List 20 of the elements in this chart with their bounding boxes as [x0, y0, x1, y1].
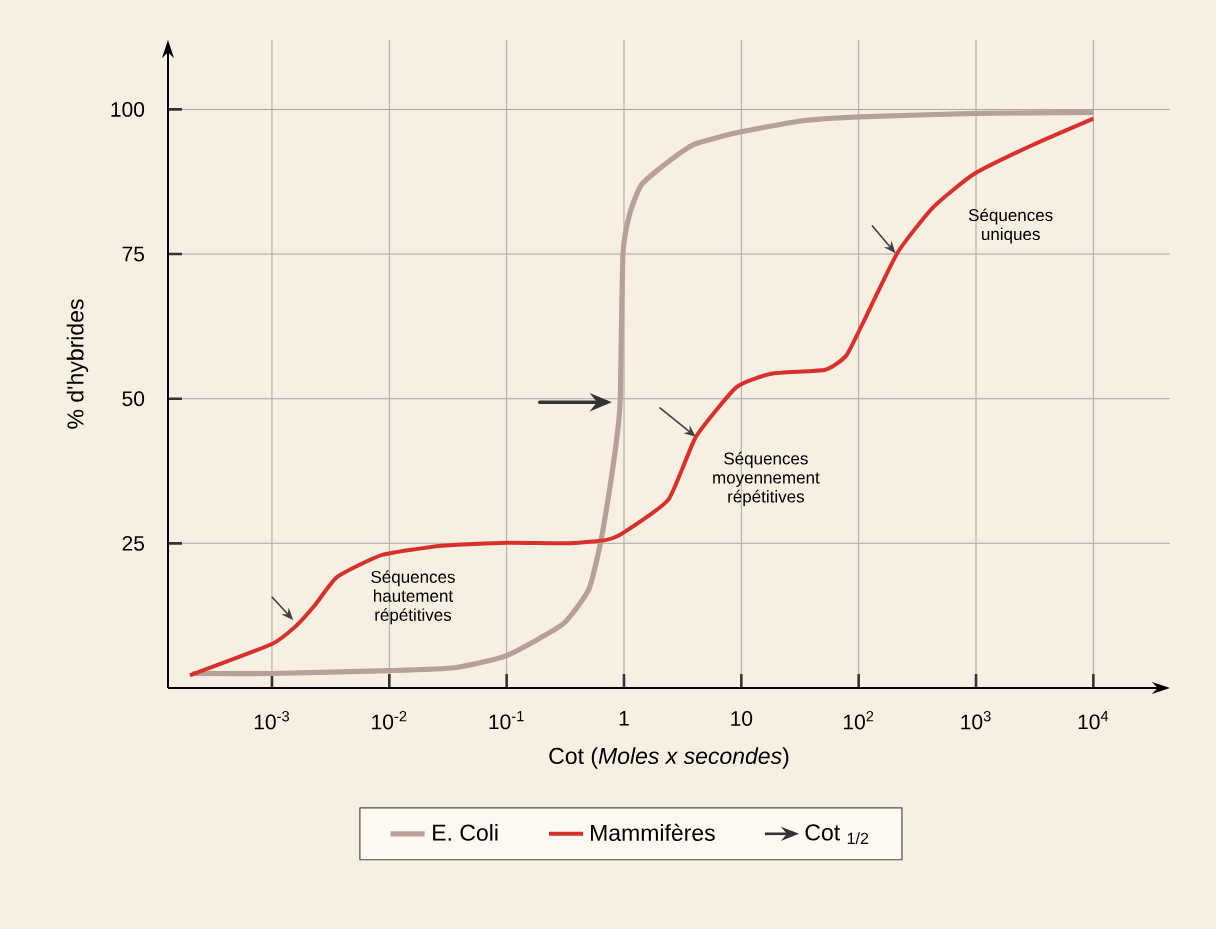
annotation: Séquences moyennement répétitives [713, 451, 820, 506]
y-tick-label: 25 [122, 535, 145, 551]
legend-label: Mammifères [591, 823, 715, 841]
legend-label: E. Coli [433, 823, 498, 841]
x-axis-title: Cot (Moles x secondes) [549, 747, 789, 769]
x-tick-label: 10$^{4}$ [1078, 711, 1109, 730]
x-tick-label: 10$^{3}$ [961, 711, 991, 730]
x-tick-label: 10$^{-1}$ [489, 711, 524, 730]
x-tick-label: 10$^{-3}$ [254, 711, 290, 730]
text: Cot $_{1/2}$ [805, 824, 869, 845]
x-tick-label: 10$^{2}$ [844, 711, 874, 730]
x-tick-label: 10$^{-2}$ [372, 711, 407, 730]
annotation: Séquences uniques [968, 208, 1053, 244]
y-tick-label: 75 [122, 246, 145, 262]
y-tick-label: 50 [122, 391, 145, 407]
y-tick-label: 100 [111, 101, 145, 117]
x-tick-label: 1 [619, 711, 629, 726]
y-axis-title: % d'hybrides [66, 299, 89, 429]
annotation: Séquences hautement répétitives [371, 570, 455, 625]
x-tick-label: 10 [731, 711, 753, 726]
